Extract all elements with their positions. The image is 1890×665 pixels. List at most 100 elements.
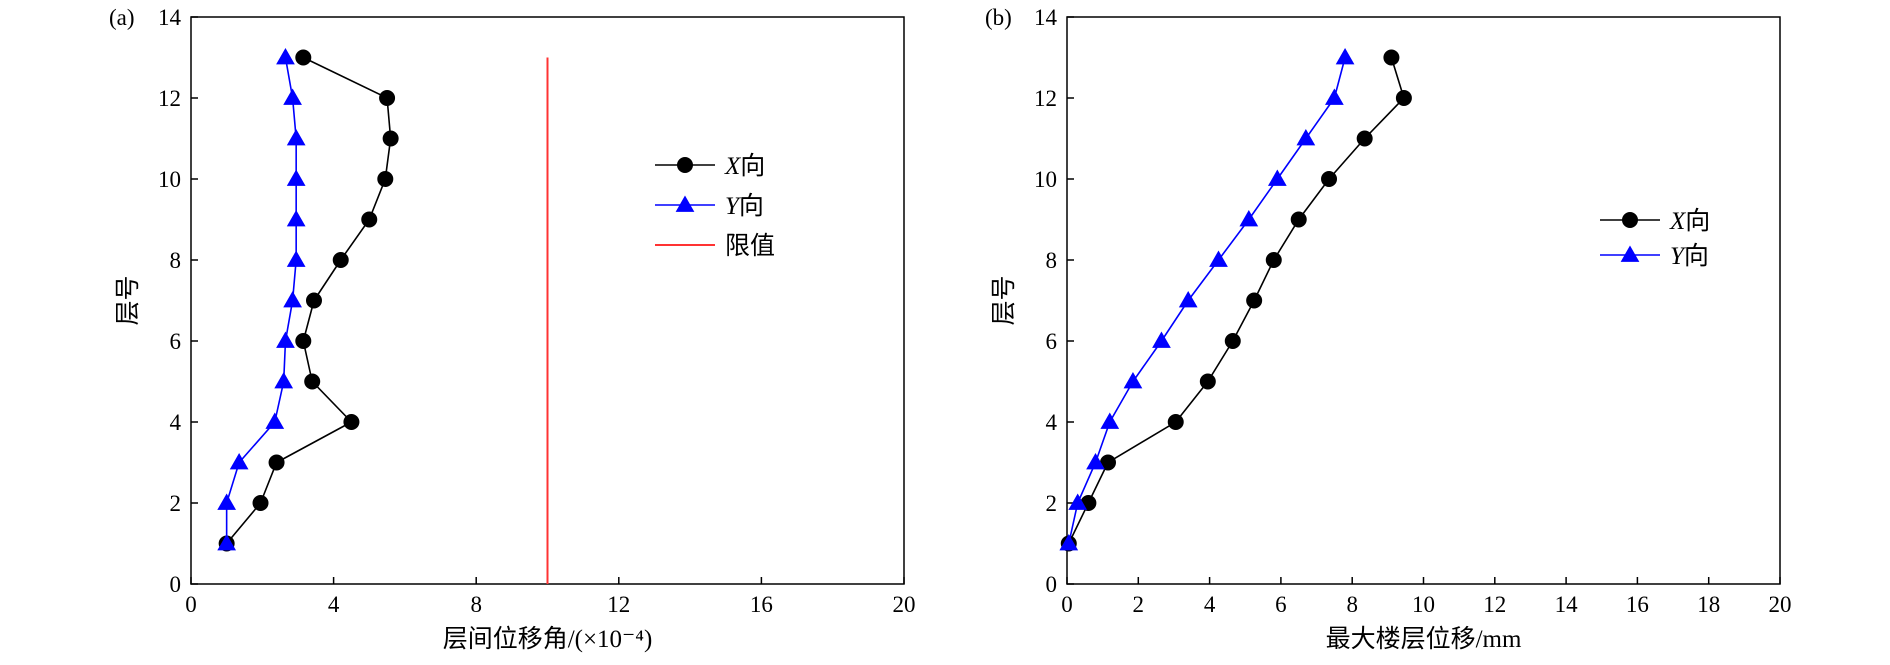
data-point — [1123, 371, 1143, 389]
y-tick-label: 10 — [1034, 167, 1057, 192]
y-tick-label: 4 — [1046, 410, 1058, 435]
x-tick-label: 20 — [893, 592, 916, 617]
x-tick-label: 2 — [1133, 592, 1145, 617]
data-point — [286, 169, 306, 186]
data-point — [1178, 290, 1198, 308]
data-point — [295, 333, 312, 349]
y-tick-label: 2 — [170, 491, 182, 516]
data-point — [229, 452, 249, 470]
legend: X向 Y向 — [1600, 207, 1710, 270]
data-point — [1335, 47, 1355, 65]
data-point — [1321, 171, 1338, 187]
data-point — [379, 90, 396, 106]
data-point — [343, 414, 360, 430]
data-point — [276, 47, 295, 65]
x-tick-label: 0 — [1061, 592, 1073, 617]
series-line — [225, 57, 297, 544]
data-point — [1383, 49, 1400, 66]
data-point — [1356, 130, 1373, 147]
data-point — [1395, 90, 1412, 106]
data-point — [1265, 252, 1282, 268]
y-tick-label: 8 — [1046, 248, 1058, 273]
series-1 — [1059, 47, 1355, 551]
data-point — [274, 371, 294, 389]
y-tick-label: 12 — [158, 86, 181, 111]
data-point — [1290, 211, 1307, 228]
legend-marker — [675, 195, 695, 212]
plot-frame — [1066, 16, 1781, 585]
data-point — [295, 49, 312, 66]
y-tick-label: 2 — [1046, 491, 1058, 516]
data-point — [1068, 493, 1088, 510]
data-point — [1059, 533, 1079, 551]
x-tick-label: 4 — [1204, 592, 1216, 617]
x-tick-label: 12 — [1483, 592, 1506, 617]
x-axis-label: 层间位移角/(×10⁻⁴) — [443, 625, 653, 653]
data-point — [332, 252, 349, 268]
x-tick-label: 6 — [1275, 592, 1287, 617]
data-point — [1246, 292, 1263, 309]
x-axis-label: 最大楼层位移/mm — [1326, 625, 1522, 653]
data-point — [217, 493, 237, 510]
legend-label: Y向 — [1670, 242, 1709, 270]
series-1 — [217, 47, 306, 551]
x-tick-label: 20 — [1769, 592, 1792, 617]
data-point — [1152, 331, 1171, 348]
legend-marker — [1620, 245, 1640, 262]
y-tick-label: 0 — [1046, 572, 1058, 597]
y-axis-label: 层号 — [115, 275, 142, 325]
x-tick-label: 8 — [1346, 592, 1358, 617]
data-point — [268, 454, 285, 471]
legend-label: X向 — [1669, 207, 1710, 235]
y-tick-label: 10 — [158, 167, 181, 192]
data-point — [361, 211, 378, 228]
y-tick-label: 6 — [170, 329, 182, 354]
y-tick-label: 8 — [170, 248, 182, 273]
data-point — [1325, 88, 1344, 105]
legend-label: Y向 — [725, 192, 764, 220]
panel-label: (b) — [985, 5, 1012, 30]
y-tick-label: 12 — [1034, 86, 1057, 111]
data-point — [304, 373, 321, 390]
data-point — [283, 88, 302, 105]
x-tick-label: 18 — [1697, 592, 1720, 617]
data-point — [1167, 414, 1184, 430]
data-point — [305, 292, 322, 309]
data-point — [377, 171, 394, 187]
data-point — [265, 412, 285, 429]
panel-label: (a) — [109, 5, 135, 30]
data-point — [1199, 373, 1216, 390]
legend-label: X向 — [724, 152, 765, 180]
data-point — [1209, 250, 1228, 267]
data-point — [1296, 128, 1316, 146]
data-point — [382, 130, 399, 147]
data-point — [1224, 333, 1241, 349]
y-tick-label: 4 — [170, 410, 182, 435]
y-axis-label: 层号 — [991, 275, 1018, 325]
data-point — [286, 209, 306, 227]
data-point — [1239, 209, 1259, 227]
y-tick-label: 0 — [170, 572, 182, 597]
series-0 — [1060, 49, 1412, 552]
x-tick-label: 16 — [750, 592, 773, 617]
data-point — [283, 290, 302, 308]
y-tick-label: 14 — [158, 5, 182, 30]
x-tick-label: 12 — [607, 592, 630, 617]
series-line — [1068, 57, 1346, 544]
legend-label: 限值 — [725, 232, 775, 260]
data-point — [286, 128, 306, 146]
chart-panel-b: 0 2 4 6 8 10 12 14 16 18 20 0 2 4 6 8 10 12 14 (b) 最大楼层位移/mm… — [985, 5, 1792, 653]
data-point — [252, 495, 269, 511]
legend-marker — [677, 157, 693, 173]
chart-panel-a: 0 4 8 12 16 20 0 2 4 6 8 10 12 14 (a) 层间位移角/(×10⁻⁴) 层号 X向… — [109, 5, 916, 653]
data-point — [286, 250, 306, 267]
data-point — [1086, 452, 1105, 470]
data-point — [1100, 412, 1120, 429]
y-tick-label: 6 — [1046, 329, 1058, 354]
x-tick-label: 10 — [1412, 592, 1435, 617]
x-tick-label: 8 — [470, 592, 482, 617]
y-tick-label: 14 — [1034, 5, 1058, 30]
series-line — [1068, 57, 1405, 544]
